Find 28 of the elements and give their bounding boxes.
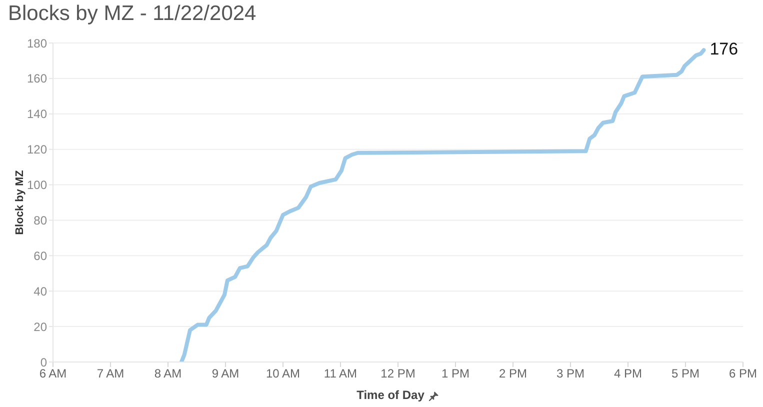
x-tick-label: 12 PM — [380, 366, 416, 381]
x-tick-label: 8 AM — [154, 366, 182, 381]
x-tick-label: 6 PM — [728, 366, 758, 381]
y-tick-label: 0 — [40, 355, 48, 370]
y-tick-label: 140 — [26, 107, 48, 122]
x-tick-label: 6 AM — [39, 366, 67, 381]
y-tick-label: 100 — [26, 178, 48, 192]
x-axis-title: Time of Day — [356, 388, 424, 402]
y-tick-label: 120 — [26, 142, 48, 157]
x-tick-label: 2 PM — [498, 366, 528, 381]
y-axis-title: Block by MZ — [14, 170, 26, 235]
x-tick-label: 1 PM — [441, 366, 470, 381]
x-tick-label: 5 PM — [671, 366, 700, 381]
y-tick-label: 40 — [34, 284, 48, 298]
x-tick-label: 10 AM — [266, 366, 300, 381]
y-tick-label: 180 — [26, 36, 48, 50]
x-tick-label: 11 AM — [324, 366, 358, 381]
y-tick-label: 60 — [34, 248, 48, 263]
data-label: 176 — [710, 40, 738, 59]
y-tick-label: 80 — [34, 213, 48, 228]
line-series — [179, 48, 706, 362]
x-tick-label: 4 PM — [614, 366, 642, 381]
x-tick-label: 9 AM — [212, 366, 240, 381]
y-tick-label: 20 — [34, 320, 48, 334]
y-tick-label: 160 — [26, 72, 48, 86]
chart-title: Blocks by MZ - 11/22/2024 — [8, 1, 256, 27]
x-tick-label: 3 PM — [556, 366, 585, 381]
x-tick-label: 7 AM — [96, 366, 124, 381]
